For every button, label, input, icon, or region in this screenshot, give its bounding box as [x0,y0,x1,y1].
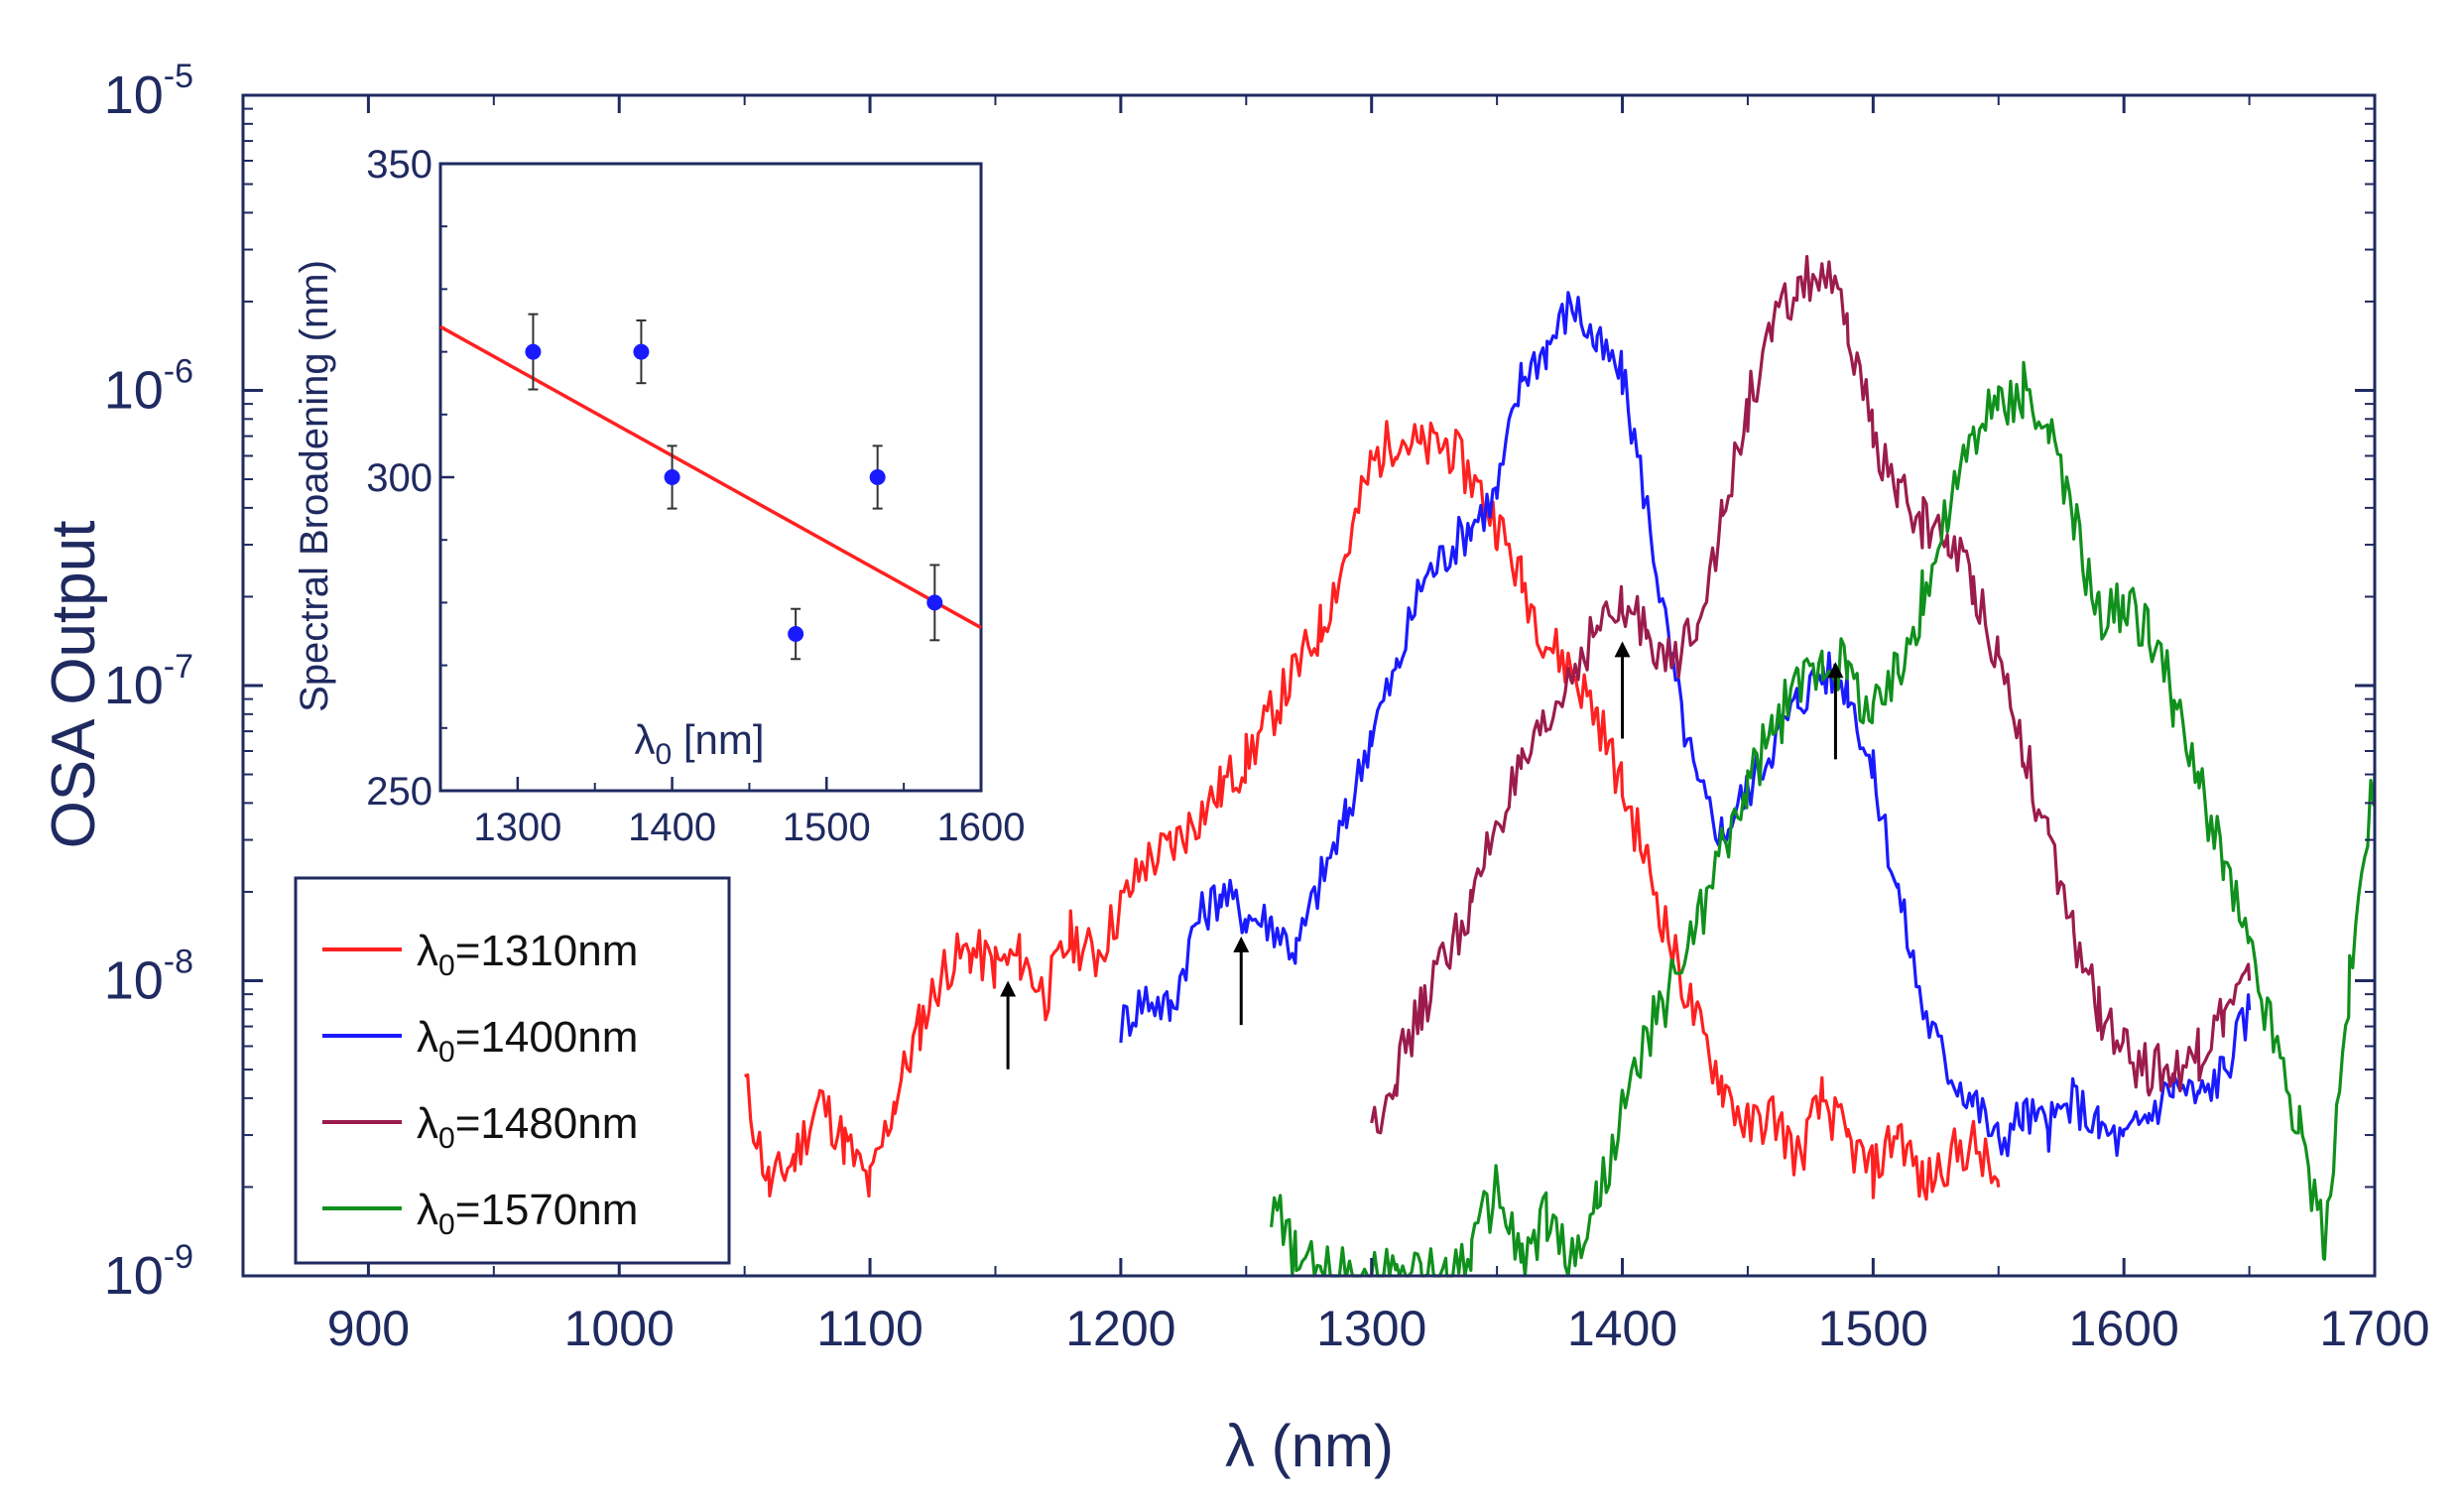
series-line-s1310 [744,420,2001,1201]
y-tick-exponent: -7 [164,648,193,686]
x-tick-label: 1100 [816,1301,924,1356]
series-line-s1480 [1370,255,2252,1135]
y-tick-label: 10-9 [104,1238,193,1306]
arrow-head-3 [1614,641,1631,658]
y-tick-exponent: -8 [164,944,193,981]
y-tick-label: 10-8 [104,944,193,1011]
y-tick-exponent: -5 [164,58,193,95]
inset-data-point [664,469,680,485]
inset-data-point [525,343,542,360]
arrow-group [1000,641,1844,1070]
y-tick-label: 10-6 [104,353,193,421]
x-tick-label: 1400 [1567,1301,1677,1356]
legend-symbol: λ [417,927,438,975]
y-tick-base: 10 [104,65,164,125]
legend-frame [294,876,731,1265]
arrow-head-1 [1000,980,1017,997]
inset-x-axis-rest: [nm] [672,716,764,763]
x-tick-label: 1700 [2319,1301,2429,1356]
y-tick-base: 10 [104,951,164,1011]
inset-y-tick-label: 350 [366,143,432,187]
y-tick-base: 10 [104,656,164,715]
y-axis-label: OSA Output [40,521,108,849]
legend-symbol: λ [417,1099,438,1148]
inset-x-tick-label: 1500 [783,806,871,849]
arrow-head-2 [1233,936,1250,952]
inset-data-point [788,626,804,642]
inset-x-tick-label: 1300 [473,806,561,849]
main-series-group [744,255,2377,1278]
inset-fit-line [439,324,982,630]
x-tick-label: 1500 [1818,1301,1928,1356]
legend-label-s1480: λ0=1480nm [417,1099,638,1155]
y-tick-base: 10 [104,361,164,421]
inset-data-point [926,594,943,611]
legend-text: =1310nm [455,927,639,975]
inset-x-tick-label: 1400 [628,806,716,849]
legend-text: =1400nm [455,1013,639,1062]
legend-subscript: 0 [438,1036,455,1069]
arrow-head-4 [1827,662,1844,679]
inset-chart: 1300 1400 1500 1600 250 300 350 Spectral Broad… [293,143,1025,849]
y-tick-label: 10-7 [104,648,193,715]
y-tick-base: 10 [104,1246,164,1306]
x-tick-label: 1000 [564,1301,675,1356]
inset-y-tick-label: 300 [366,456,432,500]
inset-axes-group: 1300 1400 1500 1600 250 300 350 [366,143,1025,849]
inset-x-axis-sub: 0 [655,738,672,771]
y-tick-exponent: -9 [164,1238,193,1276]
legend-text: =1570nm [455,1186,639,1234]
y-tick-exponent: -6 [164,353,193,391]
inset-x-axis-symbol: λ [634,716,655,763]
inset-data-point [633,343,650,360]
inset-y-axis-label: Spectral Broadening (nm) [293,260,336,712]
series-line-s1570 [1270,360,2377,1278]
inset-x-axis-label: λ0 [nm] [634,716,764,771]
inset-data-point [869,469,886,485]
inset-fit-group [439,324,982,630]
series-line-s1400 [1119,291,2252,1158]
legend-text: =1480nm [455,1099,639,1148]
legend-label-s1400: λ0=1400nm [417,1013,638,1069]
inset-points-group [525,313,943,661]
inset-y-tick-label: 250 [366,770,432,814]
y-tick-label: 10-5 [104,58,193,125]
legend-symbol: λ [417,1186,438,1234]
x-tick-label: 1200 [1065,1301,1175,1356]
x-axis-label: λ (nm) [1225,1413,1394,1479]
x-tick-label: 900 [327,1301,410,1356]
legend-label-s1310: λ0=1310nm [417,927,638,982]
legend-symbol: λ [417,1013,438,1062]
legend-subscript: 0 [438,1122,455,1155]
legend-label-s1570: λ0=1570nm [417,1186,638,1241]
x-tick-label: 1300 [1316,1301,1426,1356]
inset-x-tick-label: 1600 [937,806,1026,849]
legend-subscript: 0 [438,1208,455,1241]
x-tick-label: 1600 [2069,1301,2179,1356]
main-axes-group: 900 1000 1100 1200 1300 1400 1500 1600 170010-51… [104,58,2430,1356]
legend-subscript: 0 [438,949,455,982]
